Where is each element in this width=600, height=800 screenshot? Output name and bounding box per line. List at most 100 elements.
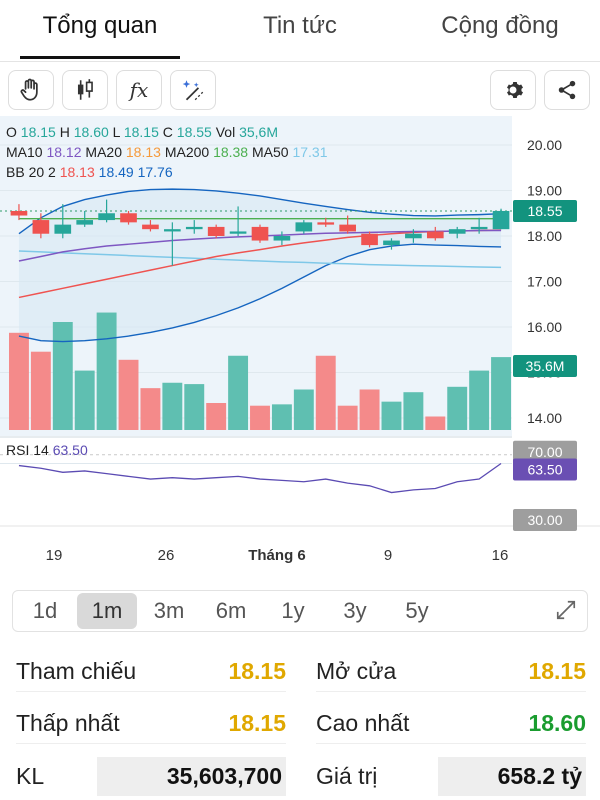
rsi-legend-value: 63.50: [52, 442, 88, 458]
volume-bar: [30, 351, 51, 430]
rsi-value-badge-background: [513, 458, 577, 481]
value-stat-label: Giá trị: [316, 762, 378, 789]
drawing-tools-button[interactable]: [170, 70, 216, 110]
tab-community[interactable]: Cộng đồng: [441, 12, 559, 39]
gear-icon: [507, 82, 523, 98]
high-price-label: Cao nhất: [316, 710, 410, 736]
range-6m[interactable]: 6m: [215, 598, 247, 623]
expand-button[interactable]: [555, 599, 577, 627]
share-icon: [558, 80, 576, 100]
candle-body: [98, 213, 115, 221]
y-axis-tick-label: 14.00: [527, 410, 562, 426]
volume-bar: [118, 359, 139, 430]
volume-bar: [315, 355, 336, 430]
range-1d[interactable]: 1d: [32, 598, 58, 623]
close-value: 18.55: [176, 124, 212, 140]
chart-toolbar: fx: [0, 70, 600, 110]
chart-type-button[interactable]: [62, 70, 108, 110]
magic-draw-icon: [182, 80, 204, 101]
y-axis-tick-label: 18.00: [527, 228, 562, 244]
bb-mid-value: 18.49: [98, 164, 134, 180]
volume-bar: [293, 389, 314, 430]
range-3m[interactable]: 3m: [153, 598, 185, 623]
indicators-button[interactable]: fx: [116, 70, 162, 110]
reference-value: 18.15: [228, 658, 286, 684]
hand-tool-button[interactable]: [8, 70, 54, 110]
volume-bar: [52, 322, 73, 430]
bb-upper-value: 18.13: [59, 164, 95, 180]
share-button[interactable]: [544, 70, 590, 110]
candle-body: [54, 224, 72, 234]
y-axis-tick-label: 20.00: [527, 137, 562, 153]
value-stat-value: 658.2 tỷ: [437, 756, 586, 796]
x-axis-tick-label: 19: [46, 547, 63, 564]
volume-stat-label: KL: [16, 762, 45, 789]
ma50-label: MA50: [252, 144, 289, 160]
volume-bar: [206, 403, 227, 430]
high-price: Cao nhất 18.60: [316, 704, 586, 744]
volume-bar: [469, 370, 490, 430]
range-3y[interactable]: 3y: [343, 598, 367, 623]
low-price: Thấp nhất 18.15: [16, 704, 286, 744]
candle-body: [295, 222, 313, 232]
range-1y[interactable]: 1y: [281, 598, 305, 623]
rsi-30-badge-background: [513, 509, 577, 531]
volume-badge: 35.6M: [526, 358, 565, 374]
open-price-value: 18.15: [528, 658, 586, 684]
range-1m[interactable]: 1m: [77, 593, 137, 629]
tab-news[interactable]: Tin tức: [263, 12, 337, 39]
settings-button[interactable]: [490, 70, 536, 110]
candle-body: [229, 231, 247, 234]
open-label: O: [6, 124, 17, 140]
ma10-value: 18.12: [46, 144, 82, 160]
bb-label: BB 20 2: [6, 164, 56, 180]
rsi-30-badge: 30.00: [527, 512, 562, 528]
candle-body: [317, 222, 335, 225]
ma200-value: 18.38: [213, 144, 249, 160]
rsi-70-badge: 70.00: [527, 444, 562, 460]
last-price-badge: 18.55: [527, 203, 562, 219]
open-price-label: Mở cửa: [316, 658, 397, 684]
high-label: H: [59, 124, 70, 140]
bollinger-band-fill: [18, 189, 502, 342]
bb-lower-value: 17.76: [137, 164, 173, 180]
ma10-label: MA10: [6, 144, 43, 160]
volume-bar: [447, 386, 468, 430]
x-axis-tick-label: Tháng 6: [248, 547, 306, 564]
candle-body: [339, 224, 356, 232]
candle-body: [273, 236, 291, 241]
last-price-badge-background: [513, 199, 577, 222]
x-axis-tick-label: 9: [384, 547, 392, 564]
high-value: 18.60: [73, 124, 109, 140]
chart-canvas[interactable]: 20.0019.0018.0017.0016.0015.0014.0013.00…: [0, 116, 600, 576]
candle-body: [164, 229, 181, 232]
candle-body: [142, 224, 159, 230]
volume-bar: [337, 405, 358, 430]
time-range-selector: 1d 1m 3m 6m 1y 3y 5y: [12, 590, 588, 632]
volume-stat: KL 35,603,700: [16, 756, 286, 796]
top-tabs: Tổng quan Tin tức Cộng đồng: [0, 0, 600, 62]
candlestick-icon: [77, 79, 93, 100]
x-axis-tick-label: 16: [492, 547, 509, 564]
reference-label: Tham chiếu: [16, 658, 137, 684]
candle-body: [426, 231, 444, 239]
stats-row: Tham chiếu 18.15 Mở cửa 18.15: [0, 648, 600, 696]
ma50-line: [18, 250, 502, 269]
close-label: C: [162, 124, 173, 140]
volume-bar: [381, 401, 402, 430]
candle-body: [251, 226, 269, 241]
volume-bar: [184, 384, 205, 430]
value-stat: Giá trị 658.2 tỷ: [316, 756, 586, 796]
stats-row: Thấp nhất 18.15 Cao nhất 18.60: [0, 700, 600, 748]
candle-body: [470, 226, 488, 230]
candle-body: [383, 240, 400, 246]
candle-body: [10, 210, 28, 216]
low-value: 18.15: [123, 124, 159, 140]
range-5y[interactable]: 5y: [405, 598, 429, 623]
tab-overview[interactable]: Tổng quan: [0, 0, 200, 61]
price-chart[interactable]: 20.0019.0018.0017.0016.0015.0014.0013.00…: [0, 116, 600, 576]
candle-body: [76, 220, 94, 225]
rsi-legend: RSI 14 63.50: [6, 442, 88, 458]
volume-label: Vol: [215, 124, 236, 140]
ma50-value: 17.31: [292, 144, 328, 160]
